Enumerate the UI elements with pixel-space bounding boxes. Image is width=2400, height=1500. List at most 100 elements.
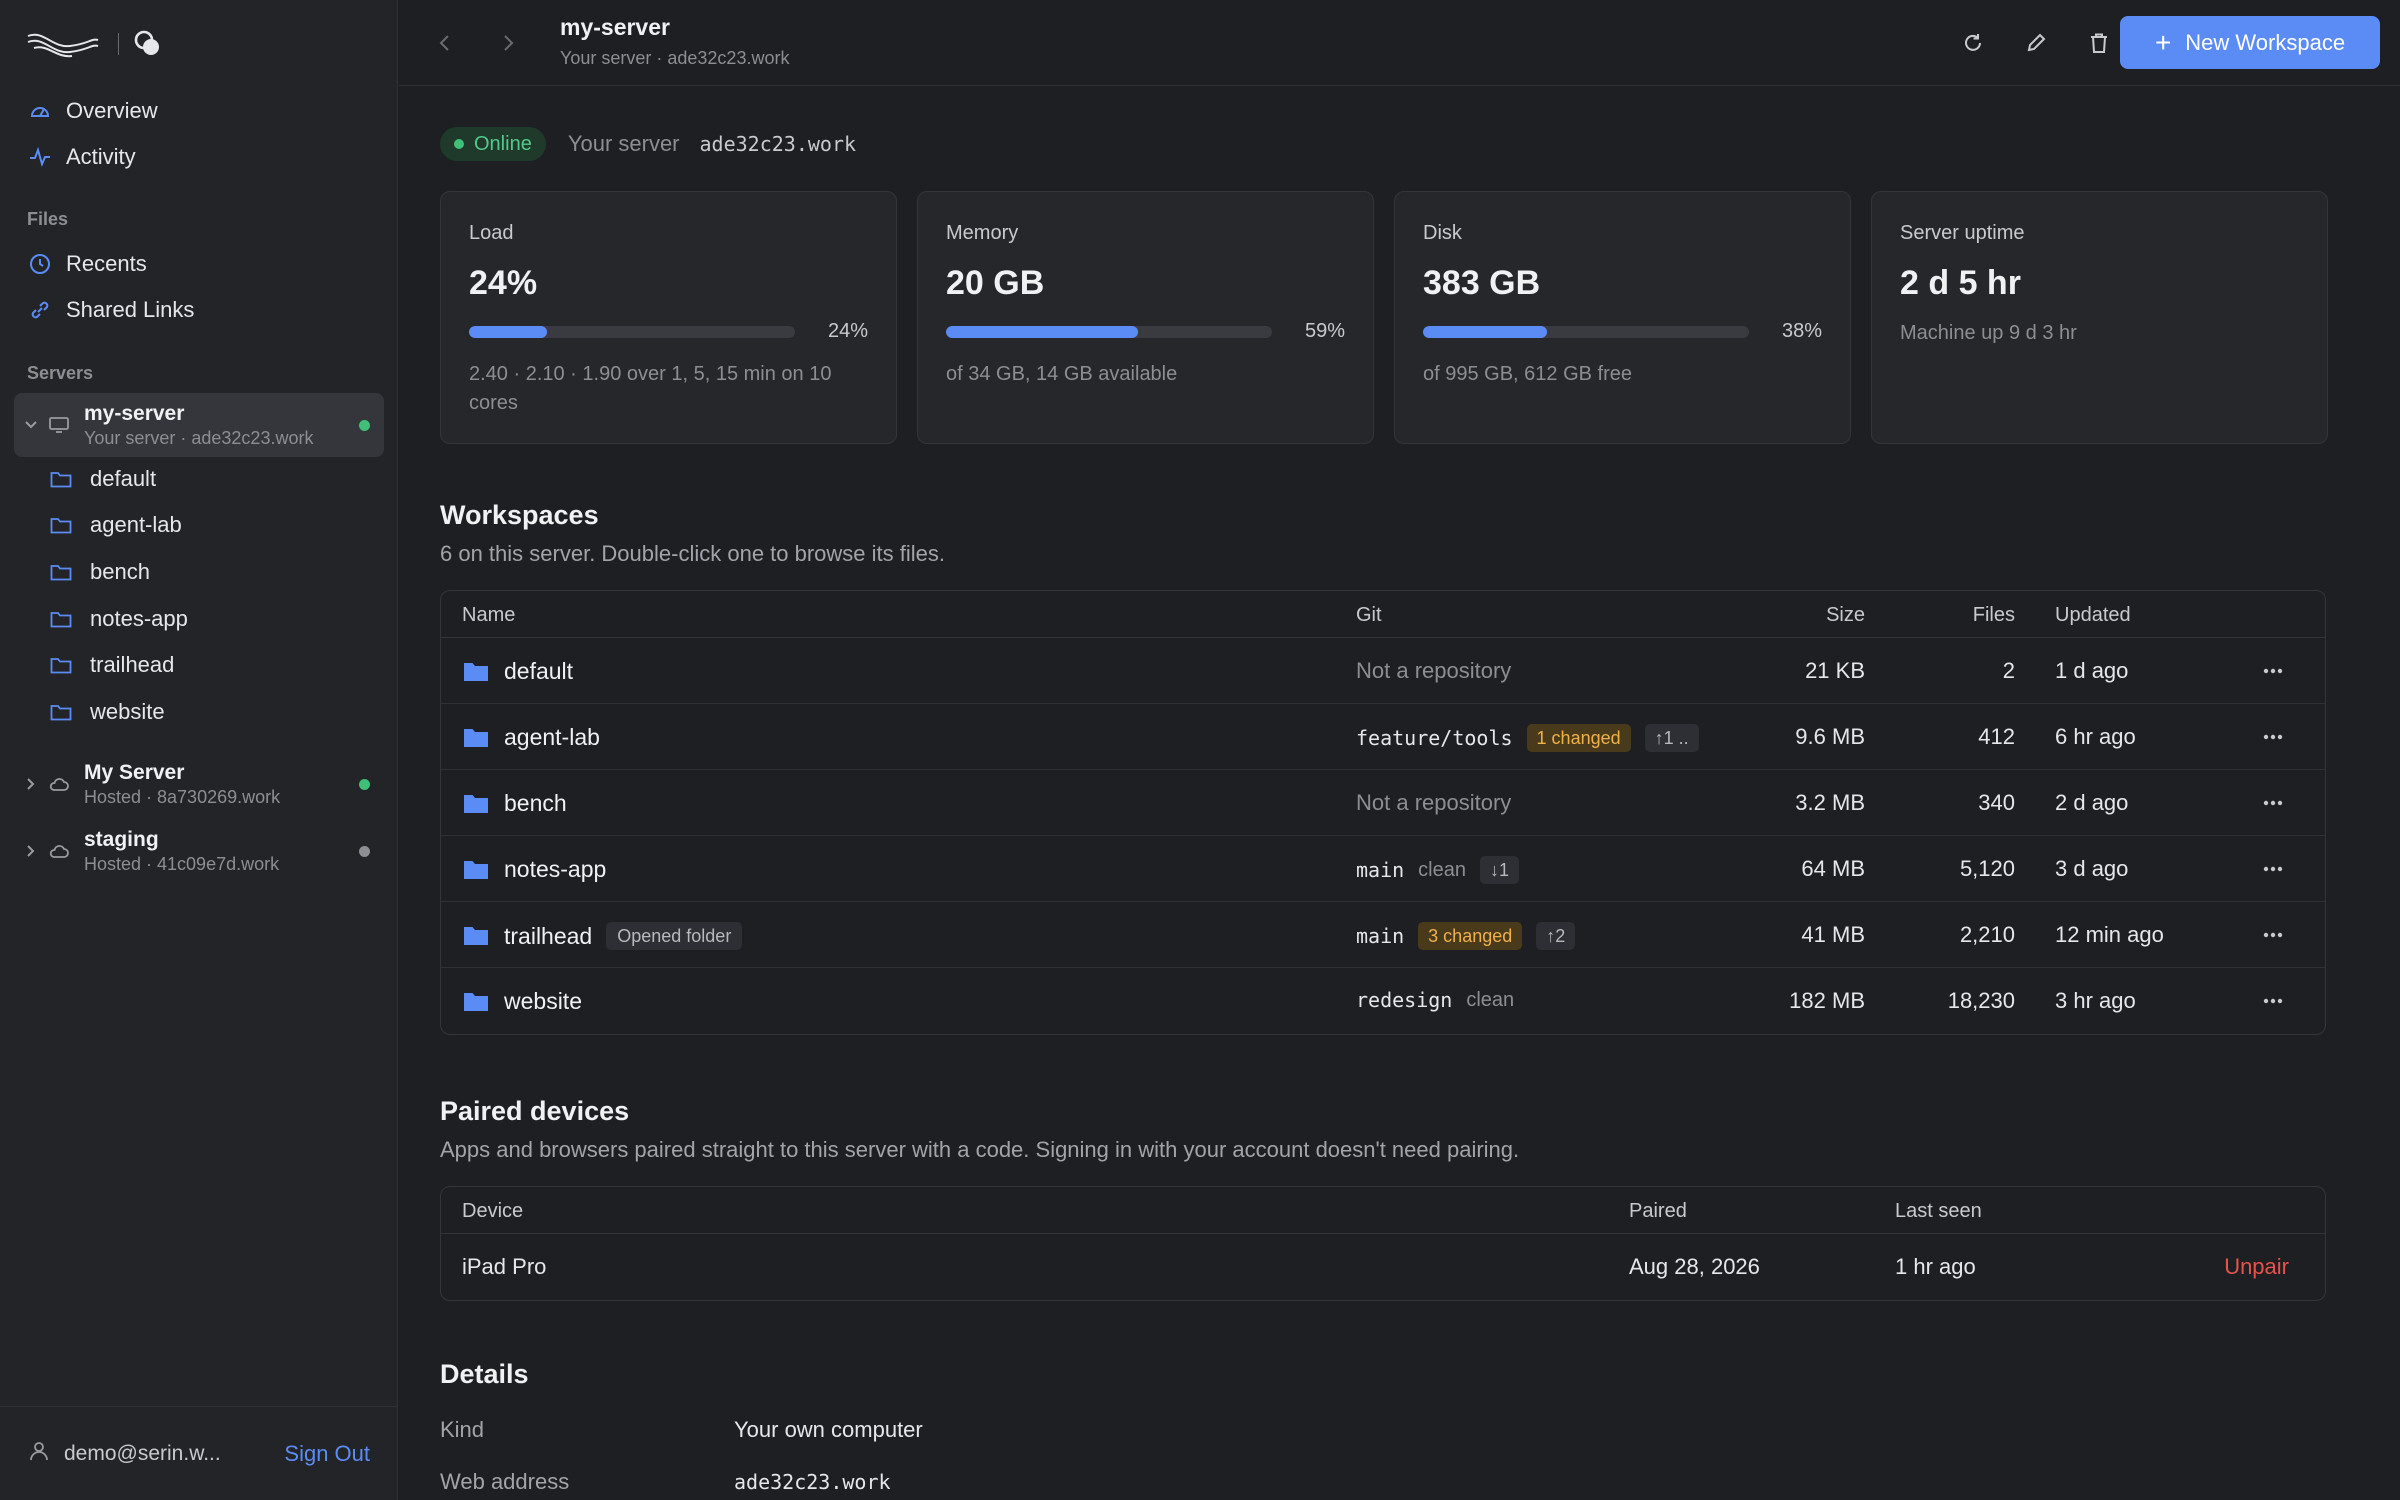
progress-fill [1423,326,1547,338]
sidebar-workspace-bench[interactable]: bench [50,550,380,594]
back-icon[interactable] [430,28,460,58]
workspace-size: 9.6 MB [1795,724,1865,749]
more-icon[interactable] [2255,722,2291,752]
card-label: Server uptime [1900,222,2025,244]
trash-icon[interactable] [2080,24,2118,62]
pulse-icon [28,145,52,169]
forward-icon[interactable] [493,28,523,58]
sidebar-item-label: Activity [66,144,136,169]
card-value: 20 GB [946,264,1045,302]
folder-icon [463,924,489,952]
server-subtitle: Your server · ade32c23.work [84,427,314,448]
new-workspace-button[interactable]: + New Workspace [2120,16,2380,69]
detail-label-web-address: Web address [440,1469,570,1494]
chevron-down-icon[interactable] [14,418,48,432]
device-paired-date: Aug 28, 2026 [1629,1254,1760,1279]
workspace-name: bench [504,790,567,816]
sidebar-item-shared-links[interactable]: Shared Links [14,288,384,332]
paired-devices-heading: Paired devices [440,1096,630,1126]
sidebar-workspace-trailhead[interactable]: trailhead [50,643,380,687]
workspace-files: 340 [1978,790,2015,815]
card-label: Load [469,222,514,244]
table-header: Device Paired Last seen [441,1187,2325,1234]
status-row: Online Your server ade32c23.work [440,127,856,161]
workspace-size: 64 MB [1801,856,1865,881]
status-dot-offline [359,845,370,857]
column-size[interactable]: Size [1826,604,1865,626]
column-paired: Paired [1629,1200,1687,1222]
pencil-icon[interactable] [2017,24,2055,62]
sidebar-workspace-website[interactable]: website [50,690,380,734]
workspace-name: default [504,658,574,684]
server-name: my-server [84,401,185,425]
workspace-size: 3.2 MB [1795,790,1865,815]
more-icon[interactable] [2255,920,2291,950]
workspaces-table: Name Git Size Files Updated default Not … [440,590,2326,1035]
card-value: 2 d 5 hr [1900,264,2021,302]
sidebar-item-recents[interactable]: Recents [14,242,384,286]
folder-icon [463,660,489,688]
sidebar-item-label: Recents [66,251,147,276]
card-note: Machine up 9 d 3 hr [1900,322,2077,344]
progress-fill [946,326,1139,338]
refresh-icon[interactable] [1954,24,1992,62]
folder-icon [50,470,74,488]
sidebar-server-my-server[interactable]: my-server Your server · ade32c23.work [14,393,384,457]
chevron-right-icon[interactable] [14,777,48,791]
table-row[interactable]: trailhead Opened folder main 3 changed ↑… [441,902,2325,968]
more-icon[interactable] [2255,788,2291,818]
sidebar-workspace-agent-lab[interactable]: agent-lab [50,503,380,547]
sidebar-workspace-default[interactable]: default [50,457,380,501]
column-updated[interactable]: Updated [2055,604,2131,626]
workspace-files: 412 [1978,724,2015,749]
card-note: 2.40 · 2.10 · 1.90 over 1, 5, 15 min on … [469,363,832,414]
sidebar-server-staging[interactable]: staging Hosted · 41c09e7d.work [14,819,384,883]
workspace-updated: 1 d ago [2055,658,2129,683]
column-files[interactable]: Files [1972,604,2015,626]
server-subtitle: Hosted · 41c09e7d.work [84,853,280,874]
servers-section-label: Servers [27,363,94,383]
sidebar: Overview Activity Files Recents Shared L… [0,0,398,1500]
folder-icon [50,563,74,581]
sidebar-item-overview[interactable]: Overview [14,89,384,133]
more-icon[interactable] [2255,656,2291,686]
more-icon[interactable] [2255,986,2291,1016]
sign-out-button[interactable]: Sign Out [284,1440,370,1466]
monitor-icon [48,415,72,435]
status-dot-online [454,139,464,149]
sidebar-server-my-server-hosted[interactable]: My Server Hosted · 8a730269.work [14,752,384,816]
clean-label: clean [1466,988,1515,1011]
column-device: Device [462,1200,524,1222]
sidebar-item-activity[interactable]: Activity [14,135,384,179]
workspace-updated: 12 min ago [2055,922,2164,947]
workspace-size: 21 KB [1805,658,1865,683]
workspace-label: bench [90,559,150,584]
folder-icon [50,610,74,628]
column-name[interactable]: Name [462,604,516,626]
table-row[interactable]: agent-lab feature/tools 1 changed ↑1 .. … [441,704,2325,770]
sidebar-workspace-notes-app[interactable]: notes-app [50,597,380,641]
git-status: Not a repository [1356,790,1512,815]
server-address: ade32c23.work [699,132,857,156]
workspace-updated: 6 hr ago [2055,724,2136,749]
column-git[interactable]: Git [1356,604,1382,626]
folder-icon [50,516,74,534]
table-row[interactable]: website redesign clean 182 MB 18,230 3 h… [441,968,2325,1034]
card-note: of 995 GB, 612 GB free [1423,363,1633,385]
folder-icon [50,656,74,674]
workspace-size: 182 MB [1789,988,1865,1013]
table-row[interactable]: default Not a repository 21 KB 2 1 d ago [441,638,2325,704]
card-note: of 34 GB, 14 GB available [946,363,1178,385]
workspace-files: 2,210 [1959,922,2015,947]
table-row[interactable]: notes-app main clean ↓1 64 MB 5,120 3 d … [441,836,2325,902]
workspace-updated: 3 hr ago [2055,988,2136,1013]
table-row[interactable]: bench Not a repository 3.2 MB 340 2 d ag… [441,770,2325,836]
folder-icon [50,703,74,721]
disk-card: Disk 383 GB 38% of 995 GB, 612 GB free [1394,191,1851,444]
chevron-right-icon[interactable] [14,844,48,858]
more-icon[interactable] [2255,854,2291,884]
folder-icon [463,726,489,754]
unpair-button[interactable]: Unpair [2224,1254,2289,1279]
cloud-icon [48,842,72,860]
clean-label: clean [1418,858,1466,881]
